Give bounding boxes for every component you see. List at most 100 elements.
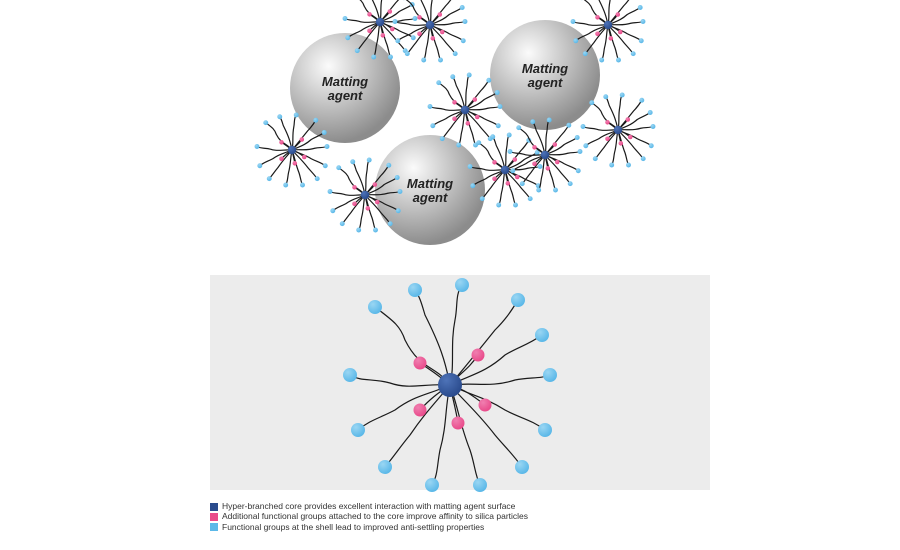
tip-cyan xyxy=(388,221,393,226)
tip-cyan xyxy=(323,163,328,168)
branch xyxy=(359,195,365,230)
tip-cyan xyxy=(638,5,643,10)
tip-cyan xyxy=(355,48,360,53)
legend-row: Functional groups at the shell lead to i… xyxy=(210,523,710,532)
tip-pink xyxy=(619,141,624,146)
tip-cyan xyxy=(393,19,398,24)
branch xyxy=(424,25,430,60)
branch xyxy=(602,25,608,60)
sphere-label: Mattingagent xyxy=(407,176,453,205)
tip-cyan xyxy=(568,181,573,186)
tip-cyan xyxy=(648,110,653,115)
tip-cyan xyxy=(496,203,501,208)
legend: Hyper-branched core provides excellent i… xyxy=(210,502,710,533)
tip-cyan xyxy=(328,189,333,194)
branch xyxy=(286,150,292,185)
tip-cyan xyxy=(378,460,392,474)
tip-pink xyxy=(616,12,621,17)
tip-pink xyxy=(279,140,284,145)
tip-cyan xyxy=(373,228,378,233)
tip-cyan xyxy=(575,135,580,140)
tip-cyan xyxy=(395,38,400,43)
tip-cyan xyxy=(470,183,475,188)
tip-cyan xyxy=(473,478,487,492)
tip-cyan xyxy=(461,38,466,43)
tip-pink xyxy=(555,160,560,165)
tip-cyan xyxy=(356,228,361,233)
tip-cyan xyxy=(528,196,533,201)
tip-pink xyxy=(279,156,284,161)
tip-pink xyxy=(414,404,427,417)
tip-pink xyxy=(352,201,357,206)
tip-cyan xyxy=(547,118,552,123)
sphere-label: Mattingagent xyxy=(522,61,568,90)
branch xyxy=(365,160,369,195)
branch xyxy=(395,22,430,26)
tip-pink xyxy=(479,399,492,412)
tip-pink xyxy=(293,161,298,166)
tip-cyan xyxy=(581,124,586,129)
branch xyxy=(345,19,380,23)
tip-cyan xyxy=(436,80,441,85)
tip-cyan xyxy=(440,136,445,141)
tip-cyan xyxy=(453,51,458,56)
tip-cyan xyxy=(599,58,604,63)
polymer-small-7 xyxy=(581,93,656,168)
tip-cyan xyxy=(411,35,416,40)
tip-cyan xyxy=(603,94,608,99)
tip-cyan xyxy=(395,175,400,180)
tip-cyan xyxy=(468,164,473,169)
tip-cyan xyxy=(516,125,521,130)
tip-pink xyxy=(532,161,537,166)
tip-cyan xyxy=(496,123,501,128)
tip-pink xyxy=(452,100,457,105)
tip-cyan xyxy=(455,278,469,292)
tip-cyan xyxy=(576,168,581,173)
tip-cyan xyxy=(480,196,485,201)
polymer-core xyxy=(604,21,612,29)
tip-cyan xyxy=(511,293,525,307)
tip-cyan xyxy=(425,478,439,492)
branch xyxy=(330,192,365,196)
tip-pink xyxy=(375,200,380,205)
tip-cyan xyxy=(313,118,318,123)
tip-pink xyxy=(513,157,518,162)
tip-cyan xyxy=(535,328,549,342)
tip-pink xyxy=(417,15,422,20)
tip-pink xyxy=(492,176,497,181)
tip-cyan xyxy=(583,51,588,56)
tip-cyan xyxy=(571,19,576,24)
tip-cyan xyxy=(368,300,382,314)
branch xyxy=(612,130,618,165)
legend-swatch xyxy=(210,523,218,531)
tip-pink xyxy=(417,31,422,36)
tip-cyan xyxy=(536,188,541,193)
tip-cyan xyxy=(456,143,461,148)
tip-cyan xyxy=(283,183,288,188)
tip-cyan xyxy=(350,159,355,164)
tip-pink xyxy=(605,136,610,141)
branch xyxy=(618,95,622,130)
branch xyxy=(333,195,365,211)
legend-text: Additional functional groups attached to… xyxy=(222,512,528,521)
tip-cyan xyxy=(300,183,305,188)
polymer-core xyxy=(426,21,434,29)
tip-pink xyxy=(352,185,357,190)
tip-pink xyxy=(515,175,520,180)
tip-cyan xyxy=(263,120,268,125)
tip-pink xyxy=(628,135,633,140)
tip-cyan xyxy=(255,144,260,149)
tip-pink xyxy=(553,142,558,147)
tip-cyan xyxy=(609,163,614,168)
tip-cyan xyxy=(467,73,472,78)
tip-cyan xyxy=(631,51,636,56)
tip-cyan xyxy=(345,35,350,40)
branch xyxy=(257,147,292,151)
legend-swatch xyxy=(210,513,218,521)
tip-cyan xyxy=(460,5,465,10)
sphere-label: Mattingagent xyxy=(322,74,368,103)
tip-cyan xyxy=(325,144,330,149)
polymer-core xyxy=(288,146,296,154)
tip-cyan xyxy=(351,423,365,437)
tip-cyan xyxy=(330,208,335,213)
